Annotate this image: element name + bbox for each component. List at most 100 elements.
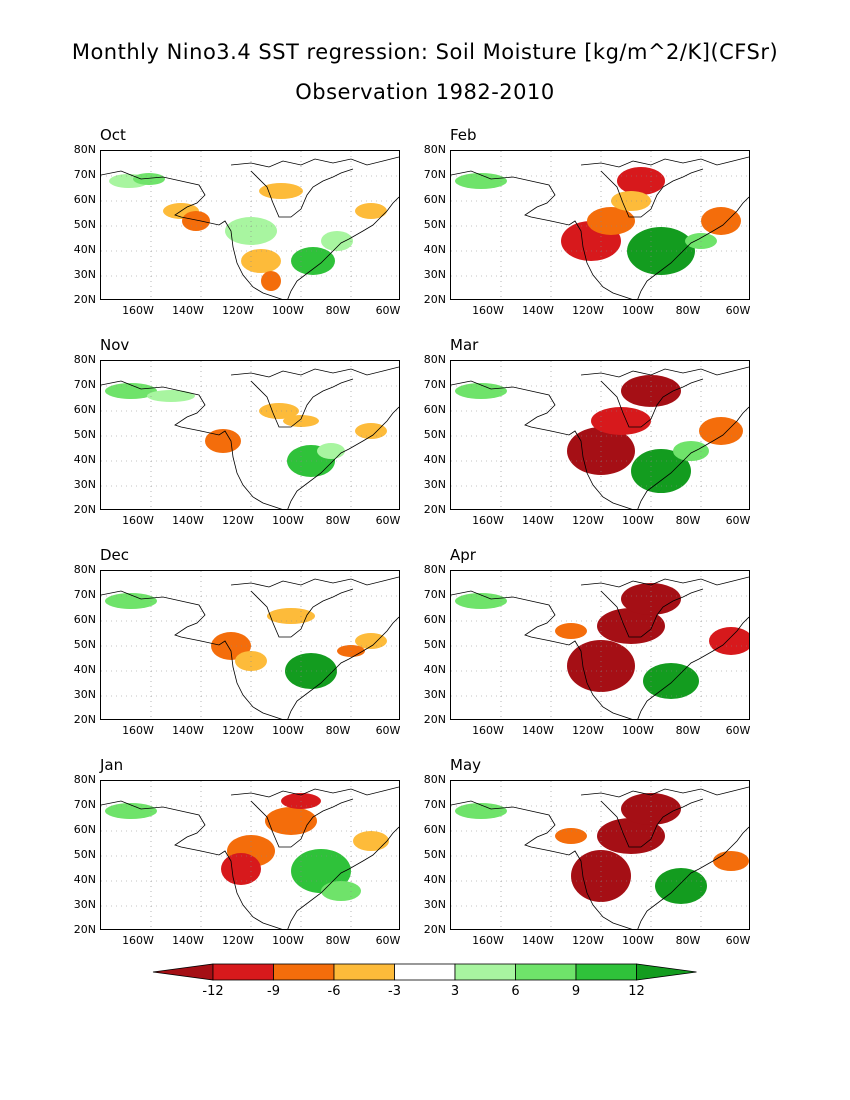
lat-tick-label: 40N	[73, 243, 96, 256]
lat-tick-label: 40N	[423, 453, 446, 466]
anomaly-region	[455, 173, 507, 189]
anomaly-region	[621, 583, 681, 615]
lat-tick-label: 40N	[73, 663, 96, 676]
coastline	[580, 786, 749, 798]
colorbar	[152, 963, 697, 981]
map-panel-dec	[100, 570, 400, 720]
lat-tick-label: 60N	[73, 613, 96, 626]
anomaly-region	[455, 593, 507, 609]
lon-tick-label: 120W	[222, 514, 254, 527]
anomaly-region	[699, 417, 743, 445]
colorbar-segment	[152, 963, 214, 981]
lon-tick-label: 120W	[222, 934, 254, 947]
colorbar-tick-label: -6	[327, 984, 341, 999]
lat-tick-label: 40N	[423, 873, 446, 886]
map-dec	[101, 571, 399, 719]
lat-tick-label: 20N	[423, 293, 446, 306]
colorbar-segment	[273, 963, 335, 981]
lat-tick-label: 60N	[73, 823, 96, 836]
lat-tick-label: 80N	[423, 563, 446, 576]
coastline	[637, 826, 749, 929]
lat-tick-label: 40N	[423, 663, 446, 676]
lat-tick-label: 30N	[73, 898, 96, 911]
anomaly-region	[643, 663, 699, 699]
lon-tick-label: 140W	[522, 724, 554, 737]
anomaly-region	[591, 407, 651, 435]
lon-tick-label: 60W	[375, 724, 401, 737]
lon-tick-label: 160W	[122, 514, 154, 527]
lon-tick-label: 100W	[272, 514, 304, 527]
lat-tick-label: 20N	[73, 923, 96, 936]
coastline	[250, 168, 354, 218]
coastline	[287, 826, 399, 929]
lon-tick-label: 120W	[572, 514, 604, 527]
lon-tick-label: 140W	[172, 304, 204, 317]
map-panel-apr	[450, 570, 750, 720]
anomaly-region	[631, 449, 691, 493]
lat-tick-label: 50N	[423, 428, 446, 441]
lat-tick-label: 60N	[423, 823, 446, 836]
coastline	[600, 378, 704, 428]
lat-tick-label: 50N	[73, 428, 96, 441]
lon-tick-label: 160W	[472, 934, 504, 947]
map-feb	[451, 151, 749, 299]
lat-tick-label: 20N	[73, 503, 96, 516]
lat-tick-label: 60N	[73, 193, 96, 206]
anomaly-region	[673, 441, 709, 461]
coastline	[230, 366, 399, 378]
lat-tick-label: 40N	[73, 873, 96, 886]
panel-label-oct: Oct	[100, 126, 126, 144]
coastline	[230, 156, 399, 168]
coastline	[637, 196, 749, 299]
coastline	[101, 590, 283, 719]
colorbar-segment	[394, 963, 456, 981]
lon-tick-label: 80W	[325, 724, 351, 737]
panel-label-dec: Dec	[100, 546, 130, 564]
lon-tick-label: 120W	[572, 304, 604, 317]
lat-tick-label: 70N	[73, 798, 96, 811]
lon-tick-label: 140W	[172, 934, 204, 947]
anomaly-region	[221, 853, 261, 885]
anomaly-region	[261, 271, 281, 291]
lat-tick-label: 40N	[73, 453, 96, 466]
lon-tick-label: 100W	[272, 934, 304, 947]
lon-tick-label: 60W	[725, 724, 751, 737]
anomaly-region	[597, 608, 665, 644]
anomaly-region	[353, 831, 389, 851]
lon-tick-label: 60W	[375, 304, 401, 317]
lat-tick-label: 20N	[423, 713, 446, 726]
coastline	[250, 378, 354, 428]
anomaly-region	[267, 608, 315, 624]
lat-tick-label: 60N	[423, 613, 446, 626]
anomaly-region	[713, 851, 749, 871]
coastline	[101, 800, 283, 929]
colorbar-tick-label: 9	[571, 984, 581, 999]
lat-tick-label: 80N	[423, 773, 446, 786]
lon-tick-label: 100W	[272, 724, 304, 737]
lon-tick-label: 100W	[622, 934, 654, 947]
lon-tick-label: 140W	[522, 514, 554, 527]
lon-tick-label: 160W	[122, 724, 154, 737]
colorbar-tick-label: 12	[628, 984, 645, 999]
lat-tick-label: 30N	[423, 898, 446, 911]
coastline	[287, 616, 399, 719]
lon-tick-label: 100W	[622, 304, 654, 317]
map-panel-may	[450, 780, 750, 930]
coastline	[580, 576, 749, 588]
lon-tick-label: 60W	[375, 514, 401, 527]
anomaly-region	[355, 203, 387, 219]
coastline	[451, 170, 633, 299]
panel-label-feb: Feb	[450, 126, 477, 144]
lat-tick-label: 60N	[423, 403, 446, 416]
lat-tick-label: 30N	[423, 688, 446, 701]
lon-tick-label: 120W	[222, 724, 254, 737]
anomaly-region	[355, 633, 387, 649]
coastline	[287, 196, 399, 299]
lat-tick-label: 50N	[423, 848, 446, 861]
lat-tick-label: 80N	[73, 353, 96, 366]
map-jan	[101, 781, 399, 929]
colorbar-tick-label: -12	[202, 984, 224, 999]
anomaly-region	[241, 249, 281, 273]
anomaly-region	[105, 593, 157, 609]
coastline	[101, 170, 283, 299]
